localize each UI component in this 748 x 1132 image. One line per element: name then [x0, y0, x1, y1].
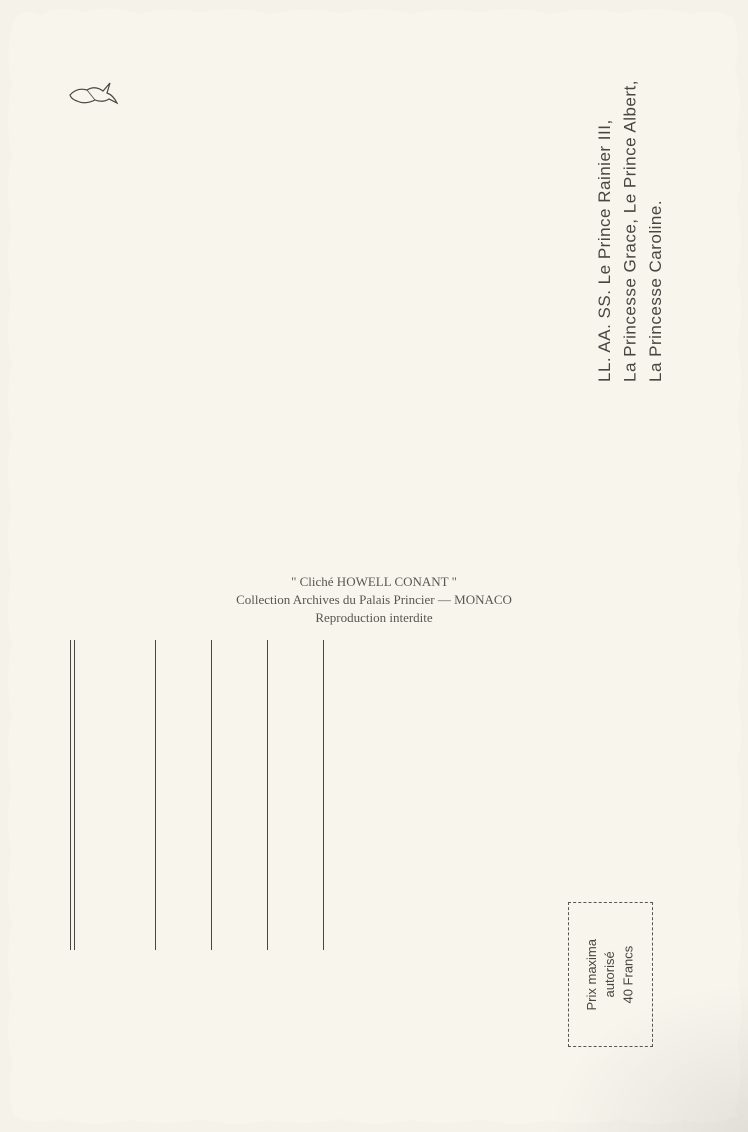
address-rule — [211, 640, 212, 950]
postcard-caption: LL. AA. SS. Le Prince Rainier III, La Pr… — [592, 80, 669, 382]
credit-collection: Collection Archives du Palais Princier —… — [0, 591, 748, 609]
center-divider — [70, 640, 75, 950]
postcard-back: LL. AA. SS. Le Prince Rainier III, La Pr… — [0, 0, 748, 1132]
credit-photographer: " Cliché HOWELL CONANT " — [0, 573, 748, 591]
address-lines-group — [155, 640, 324, 950]
credit-block: " Cliché HOWELL CONANT " Collection Arch… — [0, 573, 748, 628]
caption-line-2: La Princesse Grace, Le Prince Albert, — [617, 80, 643, 382]
stamp-line-2: autorisé — [602, 951, 617, 997]
address-rule — [155, 640, 156, 950]
address-rule — [267, 640, 268, 950]
swallow-logo — [65, 75, 125, 115]
stamp-price-text: Prix maxima autorisé 40 Francs — [583, 939, 638, 1011]
stamp-line-1: Prix maxima — [584, 939, 599, 1011]
stamp-line-3: 40 Francs — [621, 946, 636, 1004]
address-rule — [323, 640, 324, 950]
caption-line-1: LL. AA. SS. Le Prince Rainier III, — [592, 80, 618, 382]
stamp-box: Prix maxima autorisé 40 Francs — [568, 902, 653, 1047]
caption-line-3: La Princesse Caroline. — [643, 80, 669, 382]
credit-rights: Reproduction interdite — [0, 609, 748, 627]
